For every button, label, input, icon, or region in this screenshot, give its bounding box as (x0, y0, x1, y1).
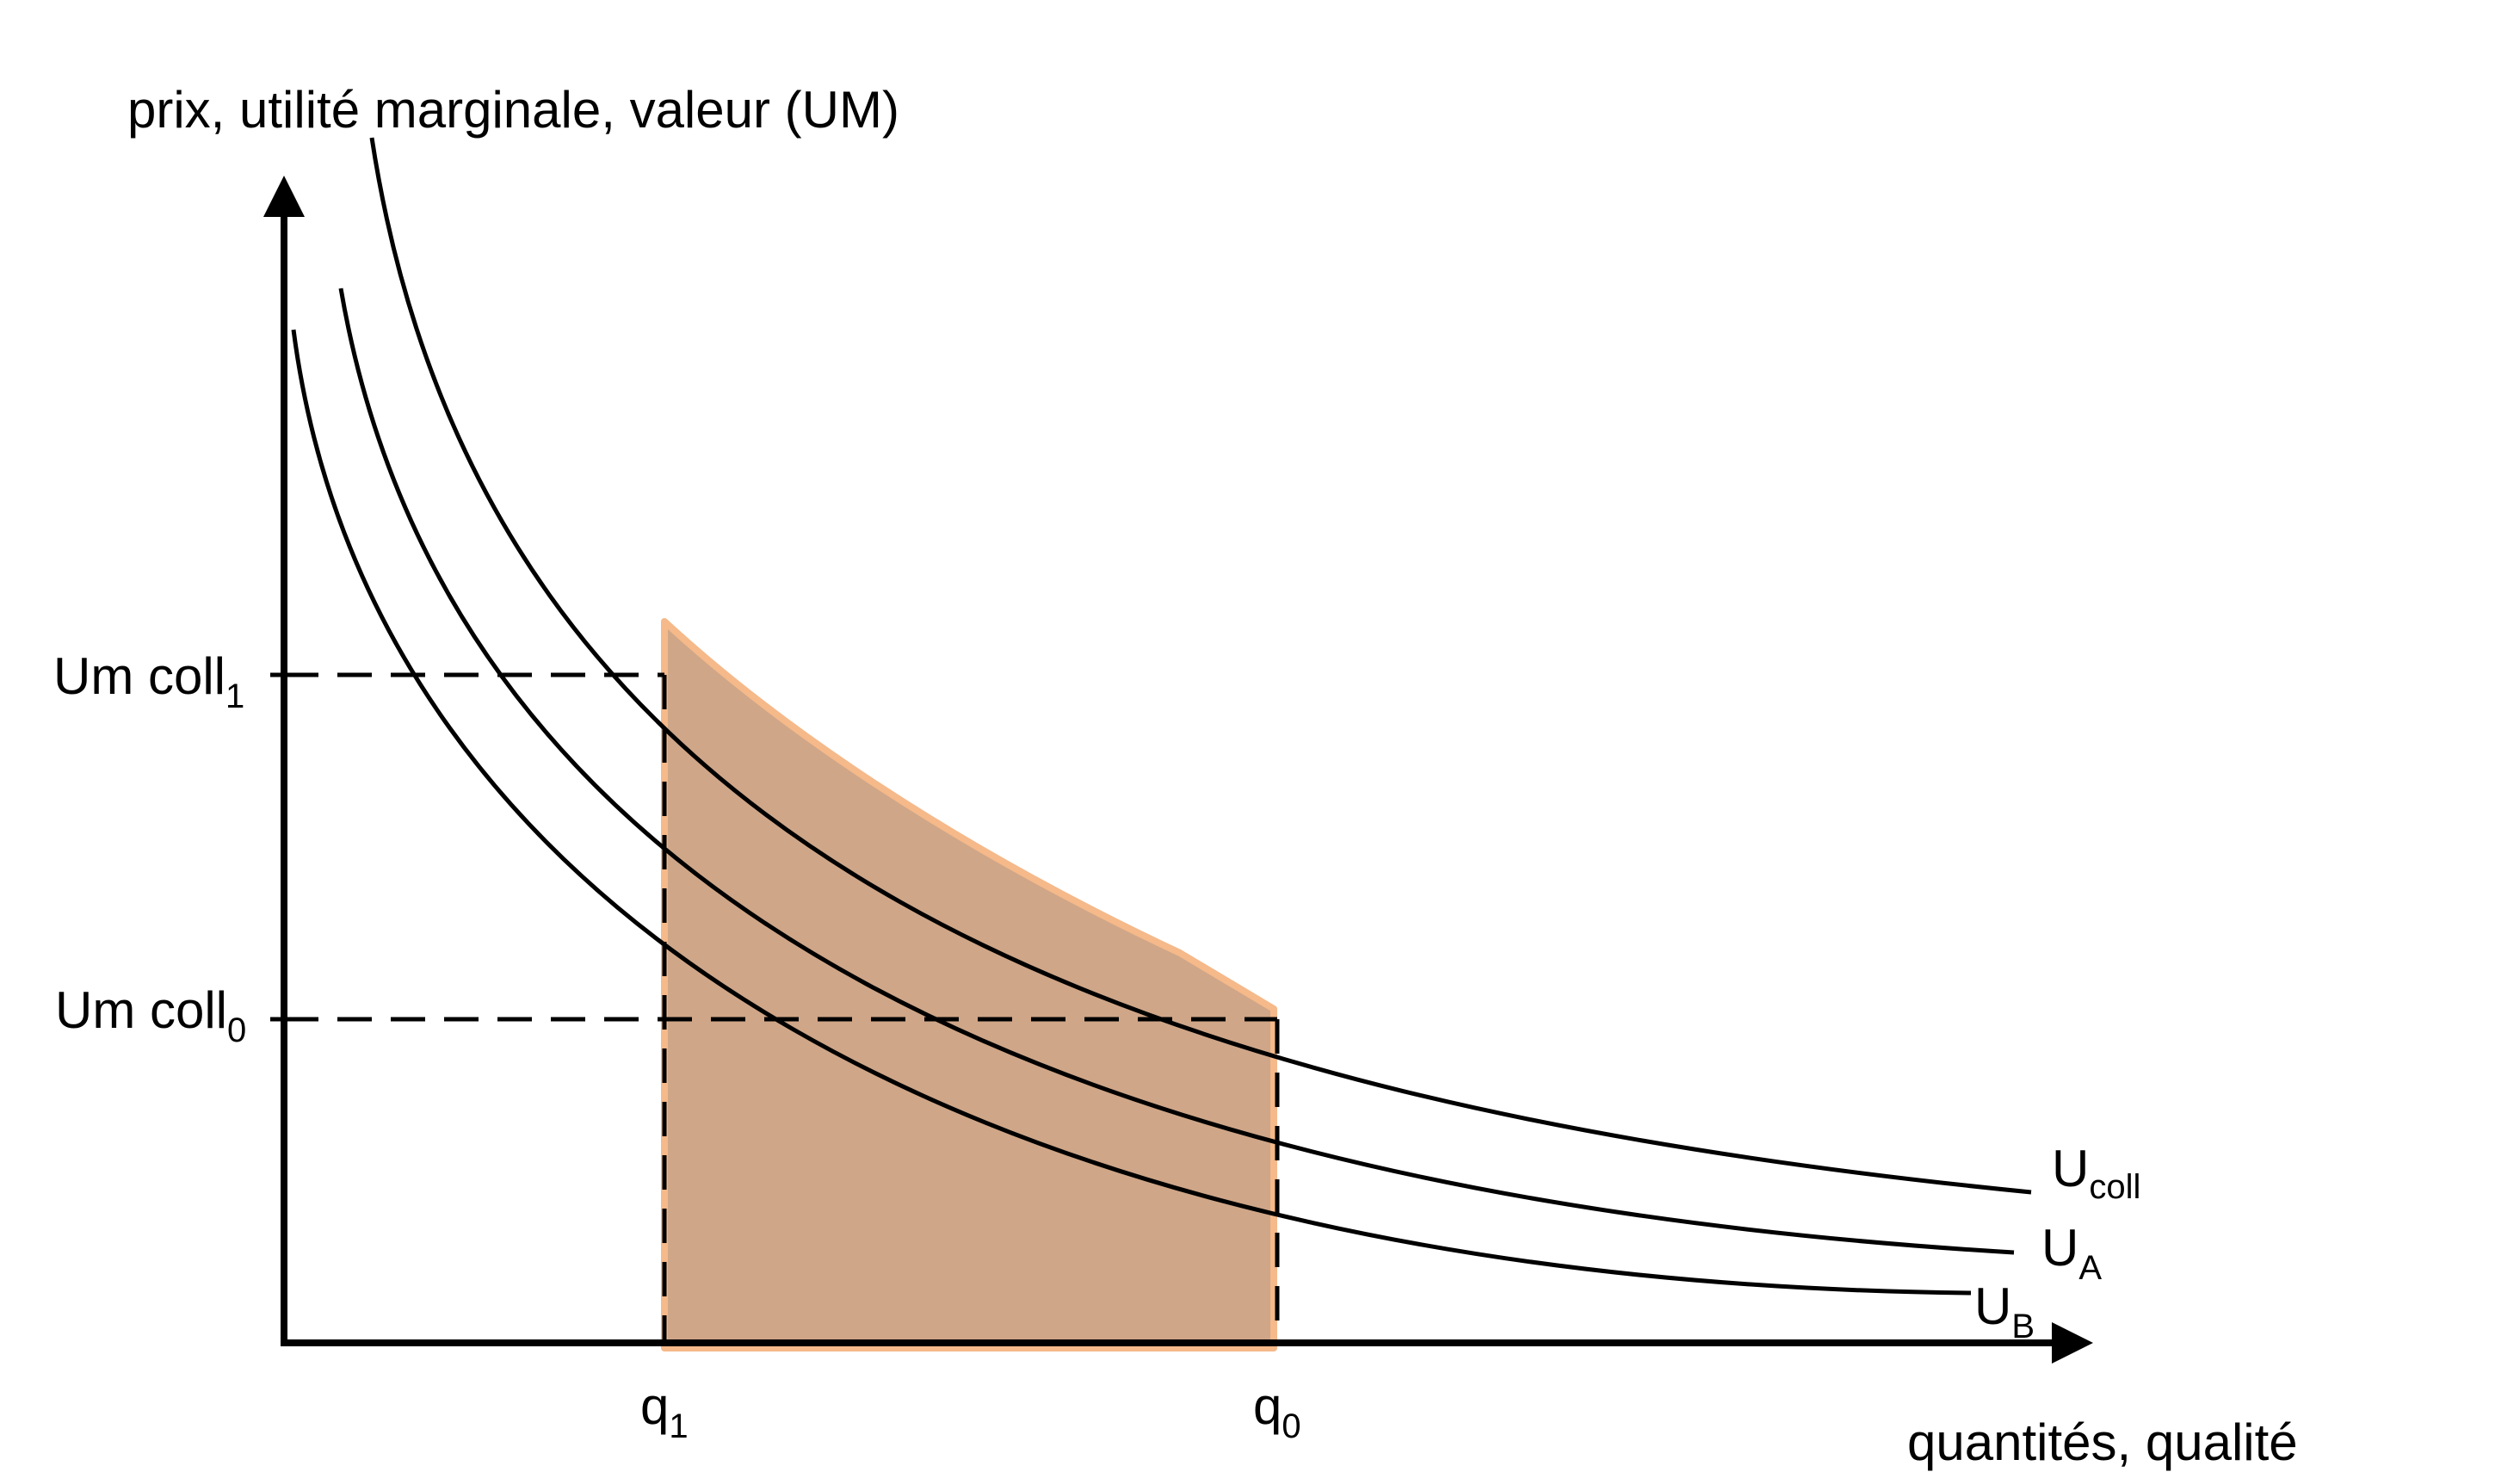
curve-u-b (291, 329, 1972, 1296)
y-axis-label: prix, utilité marginale, valeur (UM) (127, 81, 899, 139)
y-axis-arrowhead (263, 176, 305, 217)
x-axis-arrowhead (2052, 1322, 2093, 1364)
shaded-area (661, 618, 1277, 1351)
label-um-coll-0: Um coll0 (55, 981, 246, 1049)
x-axis-label: quantités, qualité (1907, 1413, 2298, 1471)
label-um-coll-1: Um coll1 (53, 647, 244, 715)
label-q0: q0 (1253, 1377, 1301, 1445)
label-u-a: UA (2041, 1219, 2102, 1287)
label-q1: q1 (640, 1377, 689, 1445)
label-u-coll: Ucoll (2052, 1140, 2140, 1206)
curve-u-coll (369, 137, 2032, 1195)
label-u-b: UB (1974, 1277, 2035, 1345)
curve-u-a (338, 288, 2015, 1255)
